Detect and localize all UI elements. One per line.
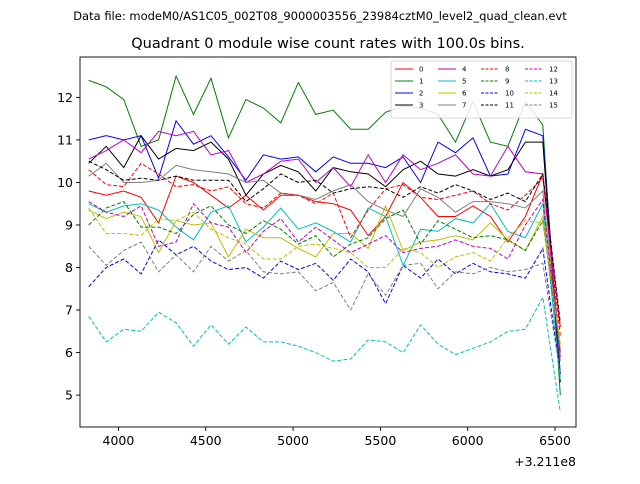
legend-label-6: 6 [462, 90, 467, 98]
chart-title: Quadrant 0 module wise count rates with … [131, 36, 525, 52]
y-tick-label: 10 [57, 175, 73, 190]
axes-frame [79, 56, 577, 428]
y-tick-label: 6 [65, 345, 73, 360]
y-tick-label: 9 [65, 217, 73, 232]
legend-label-5: 5 [462, 78, 466, 86]
legend-label-15: 15 [549, 102, 558, 110]
legend-label-14: 14 [549, 90, 558, 98]
x-tick-label: 5000 [277, 433, 309, 448]
legend-label-3: 3 [419, 102, 423, 110]
x-tick-label: 6000 [452, 433, 484, 448]
series-line-11 [88, 160, 561, 323]
series-line-7 [88, 162, 561, 362]
legend-label-12: 12 [549, 66, 558, 74]
y-tick-label: 11 [57, 132, 73, 147]
legend-label-10: 10 [505, 90, 514, 98]
legend-label-8: 8 [505, 66, 509, 74]
x-tick-label: 6500 [539, 433, 571, 448]
legend-label-2: 2 [419, 90, 423, 98]
plot-area [88, 74, 561, 413]
series-line-4 [88, 130, 561, 353]
legend-label-13: 13 [549, 78, 558, 86]
legend-label-0: 0 [419, 66, 423, 74]
y-tick-label: 12 [57, 90, 73, 105]
series-line-1 [88, 74, 561, 396]
series-line-12 [88, 198, 561, 357]
x-tick-label: 4000 [103, 433, 135, 448]
legend-label-4: 4 [462, 66, 467, 74]
series-line-2 [88, 119, 561, 374]
series-line-14 [88, 207, 561, 345]
legend-box [390, 60, 573, 119]
series-line-6 [88, 204, 561, 349]
y-tick-label: 7 [65, 303, 73, 318]
x-axis-offset-label: +3.211e8 [514, 454, 576, 469]
x-tick-label: 5500 [364, 433, 396, 448]
legend-label-9: 9 [505, 78, 509, 86]
data-file-suptitle: Data file: modeM0/AS1C05_002T08_90000035… [73, 9, 567, 23]
legend-label-1: 1 [419, 78, 423, 86]
series-line-10 [88, 239, 561, 374]
series-line-0 [88, 173, 561, 328]
series-line-3 [88, 134, 561, 383]
y-tick-label: 8 [65, 260, 73, 275]
series-line-8 [88, 162, 561, 336]
legend-label-7: 7 [462, 102, 466, 110]
series-line-15 [88, 241, 561, 374]
y-tick-label: 5 [65, 388, 73, 403]
series-line-5 [88, 201, 561, 381]
x-tick-label: 4500 [190, 433, 222, 448]
legend-label-11: 11 [505, 102, 514, 110]
